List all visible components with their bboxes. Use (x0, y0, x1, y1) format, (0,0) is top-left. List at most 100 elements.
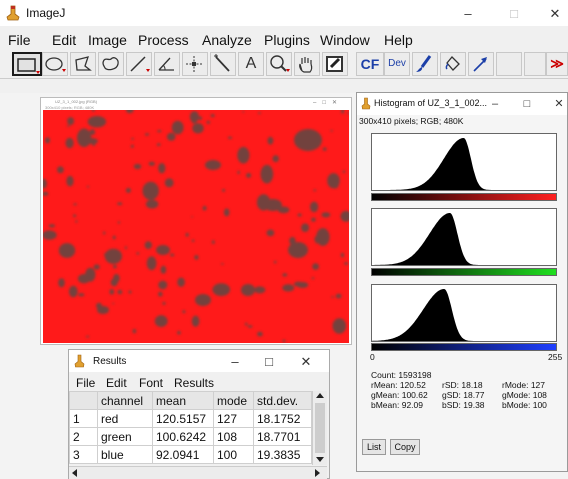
particle (191, 216, 194, 218)
histogram-minimize-button[interactable]: – (491, 98, 499, 110)
results-menu-edit[interactable]: Edit (106, 376, 127, 390)
menu-edit[interactable]: Edit (52, 32, 77, 48)
particle (104, 253, 107, 256)
particle (198, 116, 202, 121)
r-sd: rSD: 18.18 (442, 380, 483, 390)
particle (335, 293, 342, 299)
row-mean: 92.0941 (152, 445, 214, 464)
wand-tool-icon[interactable] (210, 52, 236, 76)
header-cell-channel[interactable]: channel (97, 391, 153, 410)
minimize-button[interactable]: – (464, 6, 472, 21)
imagej-main-window: ImageJ – □ ✕ File Edit Image Process Ana… (0, 0, 568, 93)
particle (86, 138, 98, 145)
row-mode: 108 (213, 427, 254, 446)
arrow-tool-icon[interactable] (468, 52, 494, 76)
status-bar (0, 78, 568, 93)
scroll-left-arrow-icon[interactable] (72, 469, 77, 477)
table-row[interactable]: 1 red 120.5157 127 18.1752 (69, 409, 312, 428)
particle (117, 221, 120, 224)
brush-tool-icon[interactable] (412, 52, 438, 76)
header-cell-stddev[interactable]: std.dev. (253, 391, 312, 410)
polygon-tool-icon[interactable] (70, 52, 96, 76)
particle (125, 187, 131, 193)
header-cell-mean[interactable]: mean (152, 391, 214, 410)
particle (264, 199, 282, 211)
histogram-maximize-button[interactable]: □ (523, 98, 531, 110)
particle (340, 210, 352, 222)
point-tool-icon[interactable] (182, 52, 208, 76)
more-tools-icon[interactable]: ≫ (546, 52, 568, 76)
menu-file[interactable]: File (8, 32, 31, 48)
table-row[interactable]: 2 green 100.6242 108 18.7701 (69, 427, 312, 446)
b-mean: bMean: 92.09 (371, 400, 423, 410)
image-canvas[interactable] (40, 106, 352, 343)
histogram-title-bar (357, 93, 567, 115)
oval-tool-icon[interactable] (42, 52, 68, 76)
close-button[interactable]: ✕ (549, 6, 561, 21)
results-vertical-scrollbar[interactable] (312, 391, 327, 465)
results-minimize-button[interactable]: – (231, 354, 239, 369)
results-menu-results[interactable]: Results (174, 376, 215, 390)
row-channel: blue (97, 445, 153, 464)
particle (267, 136, 274, 145)
menu-plugins[interactable]: Plugins (264, 32, 310, 48)
scroll-thumb[interactable] (315, 403, 325, 453)
menu-window[interactable]: Window (320, 32, 370, 48)
freehand-tool-icon[interactable] (98, 52, 124, 76)
particle (113, 264, 117, 269)
particle (68, 285, 78, 298)
results-horizontal-scrollbar[interactable] (69, 466, 327, 479)
particle (192, 123, 204, 134)
particle (48, 224, 56, 228)
results-menu-font[interactable]: Font (139, 376, 164, 390)
dropper-tool-icon[interactable] (322, 52, 348, 76)
particle (266, 229, 275, 237)
scroll-right-arrow-icon[interactable] (315, 469, 320, 477)
row-mode: 100 (213, 445, 254, 464)
row-stddev: 18.1752 (253, 409, 312, 428)
results-table: channel mean mode std.dev. 1 red 120.515… (69, 391, 312, 464)
rectangle-tool-icon[interactable] (12, 52, 42, 76)
dev-tool-icon[interactable]: Dev (384, 52, 410, 76)
particle (77, 128, 92, 148)
particle (87, 116, 107, 128)
line-tool-icon[interactable] (126, 52, 152, 76)
particle (144, 133, 150, 136)
flood-fill-tool-icon[interactable] (440, 52, 466, 76)
menu-image[interactable]: Image (88, 32, 127, 48)
header-cell-mode[interactable]: mode (213, 391, 254, 410)
particle (142, 181, 159, 200)
particle (58, 243, 76, 258)
cf-tool-icon[interactable]: CF (356, 52, 384, 76)
particle (282, 339, 286, 343)
g-mode: gMode: 108 (502, 390, 547, 400)
menu-help[interactable]: Help (384, 32, 413, 48)
thresholded-image (40, 106, 352, 343)
particle (237, 146, 250, 164)
empty-tool-slot (496, 52, 522, 76)
menu-analyze[interactable]: Analyze (202, 32, 252, 48)
list-button[interactable]: List (362, 439, 386, 455)
header-cell-index[interactable] (69, 391, 98, 410)
table-row[interactable]: 3 blue 92.0941 100 19.3835 (69, 445, 312, 464)
particle (222, 189, 226, 192)
maximize-button[interactable]: □ (510, 6, 518, 21)
scroll-up-arrow-icon[interactable] (316, 393, 324, 398)
results-maximize-button[interactable]: □ (265, 354, 273, 369)
text-tool-icon[interactable]: A (238, 52, 264, 76)
histogram-close-button[interactable]: ✕ (554, 98, 564, 110)
results-close-button[interactable]: ✕ (300, 354, 312, 369)
particle (67, 117, 75, 126)
angle-tool-icon[interactable] (154, 52, 180, 76)
particle (321, 212, 331, 218)
hand-tool-icon[interactable] (294, 52, 320, 76)
histogram-window-title: Histogram of UZ_3_1_002... (374, 98, 488, 108)
particle (104, 248, 122, 264)
magnifier-tool-icon[interactable] (266, 52, 292, 76)
copy-button[interactable]: Copy (390, 439, 420, 455)
g-mean: gMean: 100.62 (371, 390, 428, 400)
row-index: 2 (69, 427, 98, 446)
menu-process[interactable]: Process (138, 32, 189, 48)
scroll-down-arrow-icon[interactable] (316, 457, 324, 462)
results-menu-file[interactable]: File (76, 376, 96, 390)
